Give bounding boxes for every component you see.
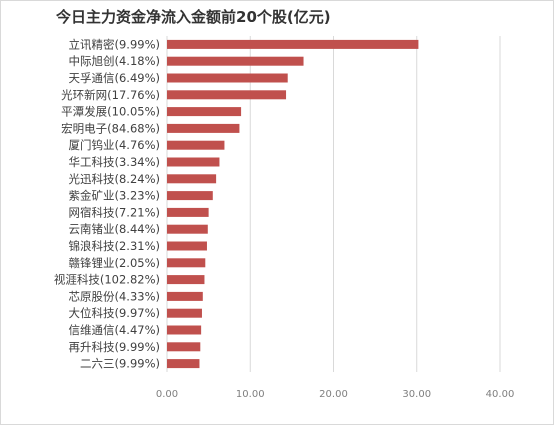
category-label: 信维通信(4.47%) [68, 323, 160, 337]
bar [167, 224, 208, 234]
category-label: 锦浪科技(2.31%) [68, 239, 160, 253]
bar [167, 140, 225, 150]
category-label: 华工科技(3.34%) [68, 155, 160, 169]
bar [167, 207, 209, 217]
category-label: 宏明电子(84.68%) [61, 121, 160, 135]
category-label: 视涯科技(102.82%) [54, 273, 160, 287]
category-label: 平潭发展(10.05%) [61, 105, 160, 119]
chart-title: 今日主力资金净流入金额前20个股(亿元) [56, 8, 331, 26]
bar [167, 291, 203, 301]
bar [167, 39, 419, 49]
bar [167, 308, 202, 318]
category-label: 再升科技(9.99%) [68, 340, 160, 354]
bar [167, 275, 205, 285]
category-label: 光环新网(17.76%) [61, 88, 160, 102]
bar [167, 191, 213, 201]
x-tick-label: 0.00 [156, 389, 178, 400]
bar [167, 241, 207, 251]
category-label: 光迅科技(8.24%) [68, 172, 160, 186]
category-labels: 立讯精密(9.99%) 中际旭创(4.18%) 天孚通信(6.49%) 光环新网(17… [54, 37, 160, 370]
category-label: 天孚通信(6.49%) [68, 71, 160, 85]
bar [167, 342, 201, 352]
bar [167, 157, 220, 167]
category-label: 芯原股份(4.33%) [68, 289, 160, 303]
category-label: 立讯精密(9.99%) [68, 37, 160, 51]
bars [167, 39, 419, 369]
category-label: 云南锗业(8.44%) [68, 222, 160, 236]
bar [167, 325, 202, 335]
bar [167, 56, 304, 66]
bar [167, 359, 200, 369]
x-tick-label: 10.00 [236, 389, 265, 400]
category-label: 紫金矿业(3.23%) [68, 189, 160, 203]
category-label: 二六三(9.99%) [80, 357, 160, 371]
category-label: 网宿科技(7.21%) [68, 205, 160, 219]
x-tick-label: 30.00 [402, 389, 431, 400]
x-tick-label: 40.00 [486, 389, 515, 400]
gridlines [166, 36, 501, 372]
bar [167, 107, 242, 117]
bar [167, 258, 206, 268]
category-label: 厦门钨业(4.76%) [68, 138, 160, 152]
x-tick-label: 20.00 [319, 389, 348, 400]
category-label: 大位科技(9.97%) [68, 306, 160, 320]
category-label: 中际旭创(4.18%) [68, 54, 160, 68]
bar [167, 123, 240, 133]
bar [167, 174, 217, 184]
bar [167, 90, 287, 100]
x-tick-labels: 0.00 10.00 20.00 30.00 40.00 [156, 389, 514, 400]
bar [167, 73, 288, 83]
category-label: 赣锋锂业(2.05%) [68, 256, 160, 270]
